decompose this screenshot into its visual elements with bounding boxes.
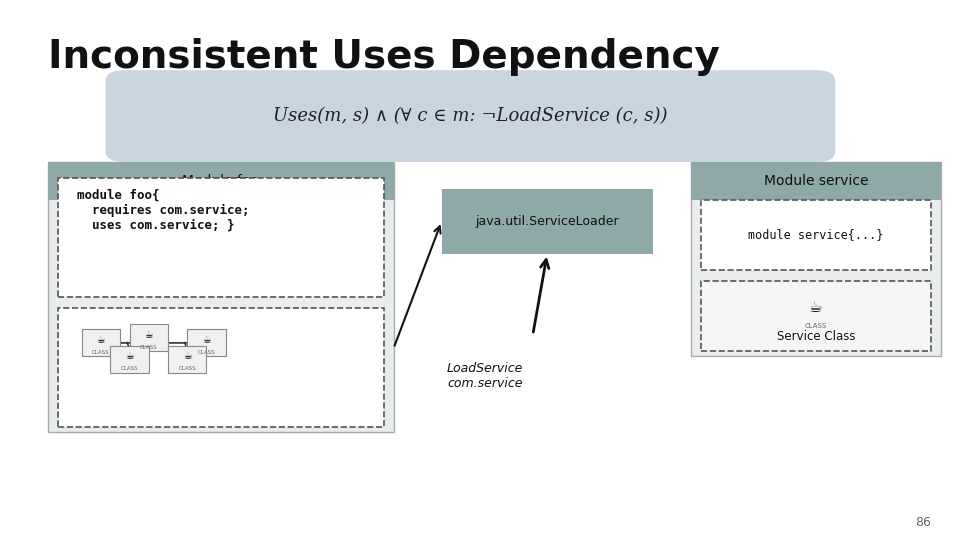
FancyBboxPatch shape [168, 346, 206, 373]
FancyBboxPatch shape [187, 329, 226, 356]
Text: ☕: ☕ [202, 335, 211, 345]
FancyBboxPatch shape [442, 189, 653, 254]
Text: Module foo: Module foo [182, 174, 259, 188]
FancyBboxPatch shape [106, 70, 835, 162]
FancyBboxPatch shape [110, 346, 149, 373]
FancyBboxPatch shape [701, 200, 931, 270]
Text: java.util.ServiceLoader: java.util.ServiceLoader [475, 215, 619, 228]
Text: 86: 86 [915, 516, 931, 529]
Text: Uses(m, s) ∧ (∀ c ∈ m: ¬LoadService (c, s)): Uses(m, s) ∧ (∀ c ∈ m: ¬LoadService (c, … [274, 107, 667, 125]
FancyBboxPatch shape [701, 281, 931, 351]
Text: ☕: ☕ [96, 335, 106, 345]
Text: ☕: ☕ [182, 352, 192, 361]
Text: Inconsistent Uses Dependency: Inconsistent Uses Dependency [48, 38, 720, 76]
Text: CLASS: CLASS [198, 350, 215, 355]
Text: CLASS: CLASS [804, 323, 828, 329]
Text: ☕: ☕ [809, 300, 823, 315]
Text: module foo{
  requires com.service;
  uses com.service; }: module foo{ requires com.service; uses c… [77, 189, 250, 232]
Text: ☕: ☕ [125, 352, 134, 361]
Text: CLASS: CLASS [121, 366, 138, 372]
Text: Service Class: Service Class [777, 330, 855, 343]
Text: module service{...}: module service{...} [748, 228, 884, 241]
FancyBboxPatch shape [48, 162, 394, 432]
Text: CLASS: CLASS [92, 350, 109, 355]
Text: ☕: ☕ [144, 330, 154, 340]
FancyBboxPatch shape [48, 162, 394, 200]
FancyBboxPatch shape [58, 308, 384, 427]
Text: Module service: Module service [764, 174, 868, 188]
Text: CLASS: CLASS [140, 345, 157, 350]
Text: LoadService
com.service: LoadService com.service [446, 362, 523, 390]
Text: CLASS: CLASS [179, 366, 196, 372]
FancyBboxPatch shape [691, 162, 941, 356]
FancyBboxPatch shape [691, 162, 941, 200]
FancyBboxPatch shape [130, 324, 168, 351]
FancyBboxPatch shape [58, 178, 384, 297]
FancyBboxPatch shape [82, 329, 120, 356]
